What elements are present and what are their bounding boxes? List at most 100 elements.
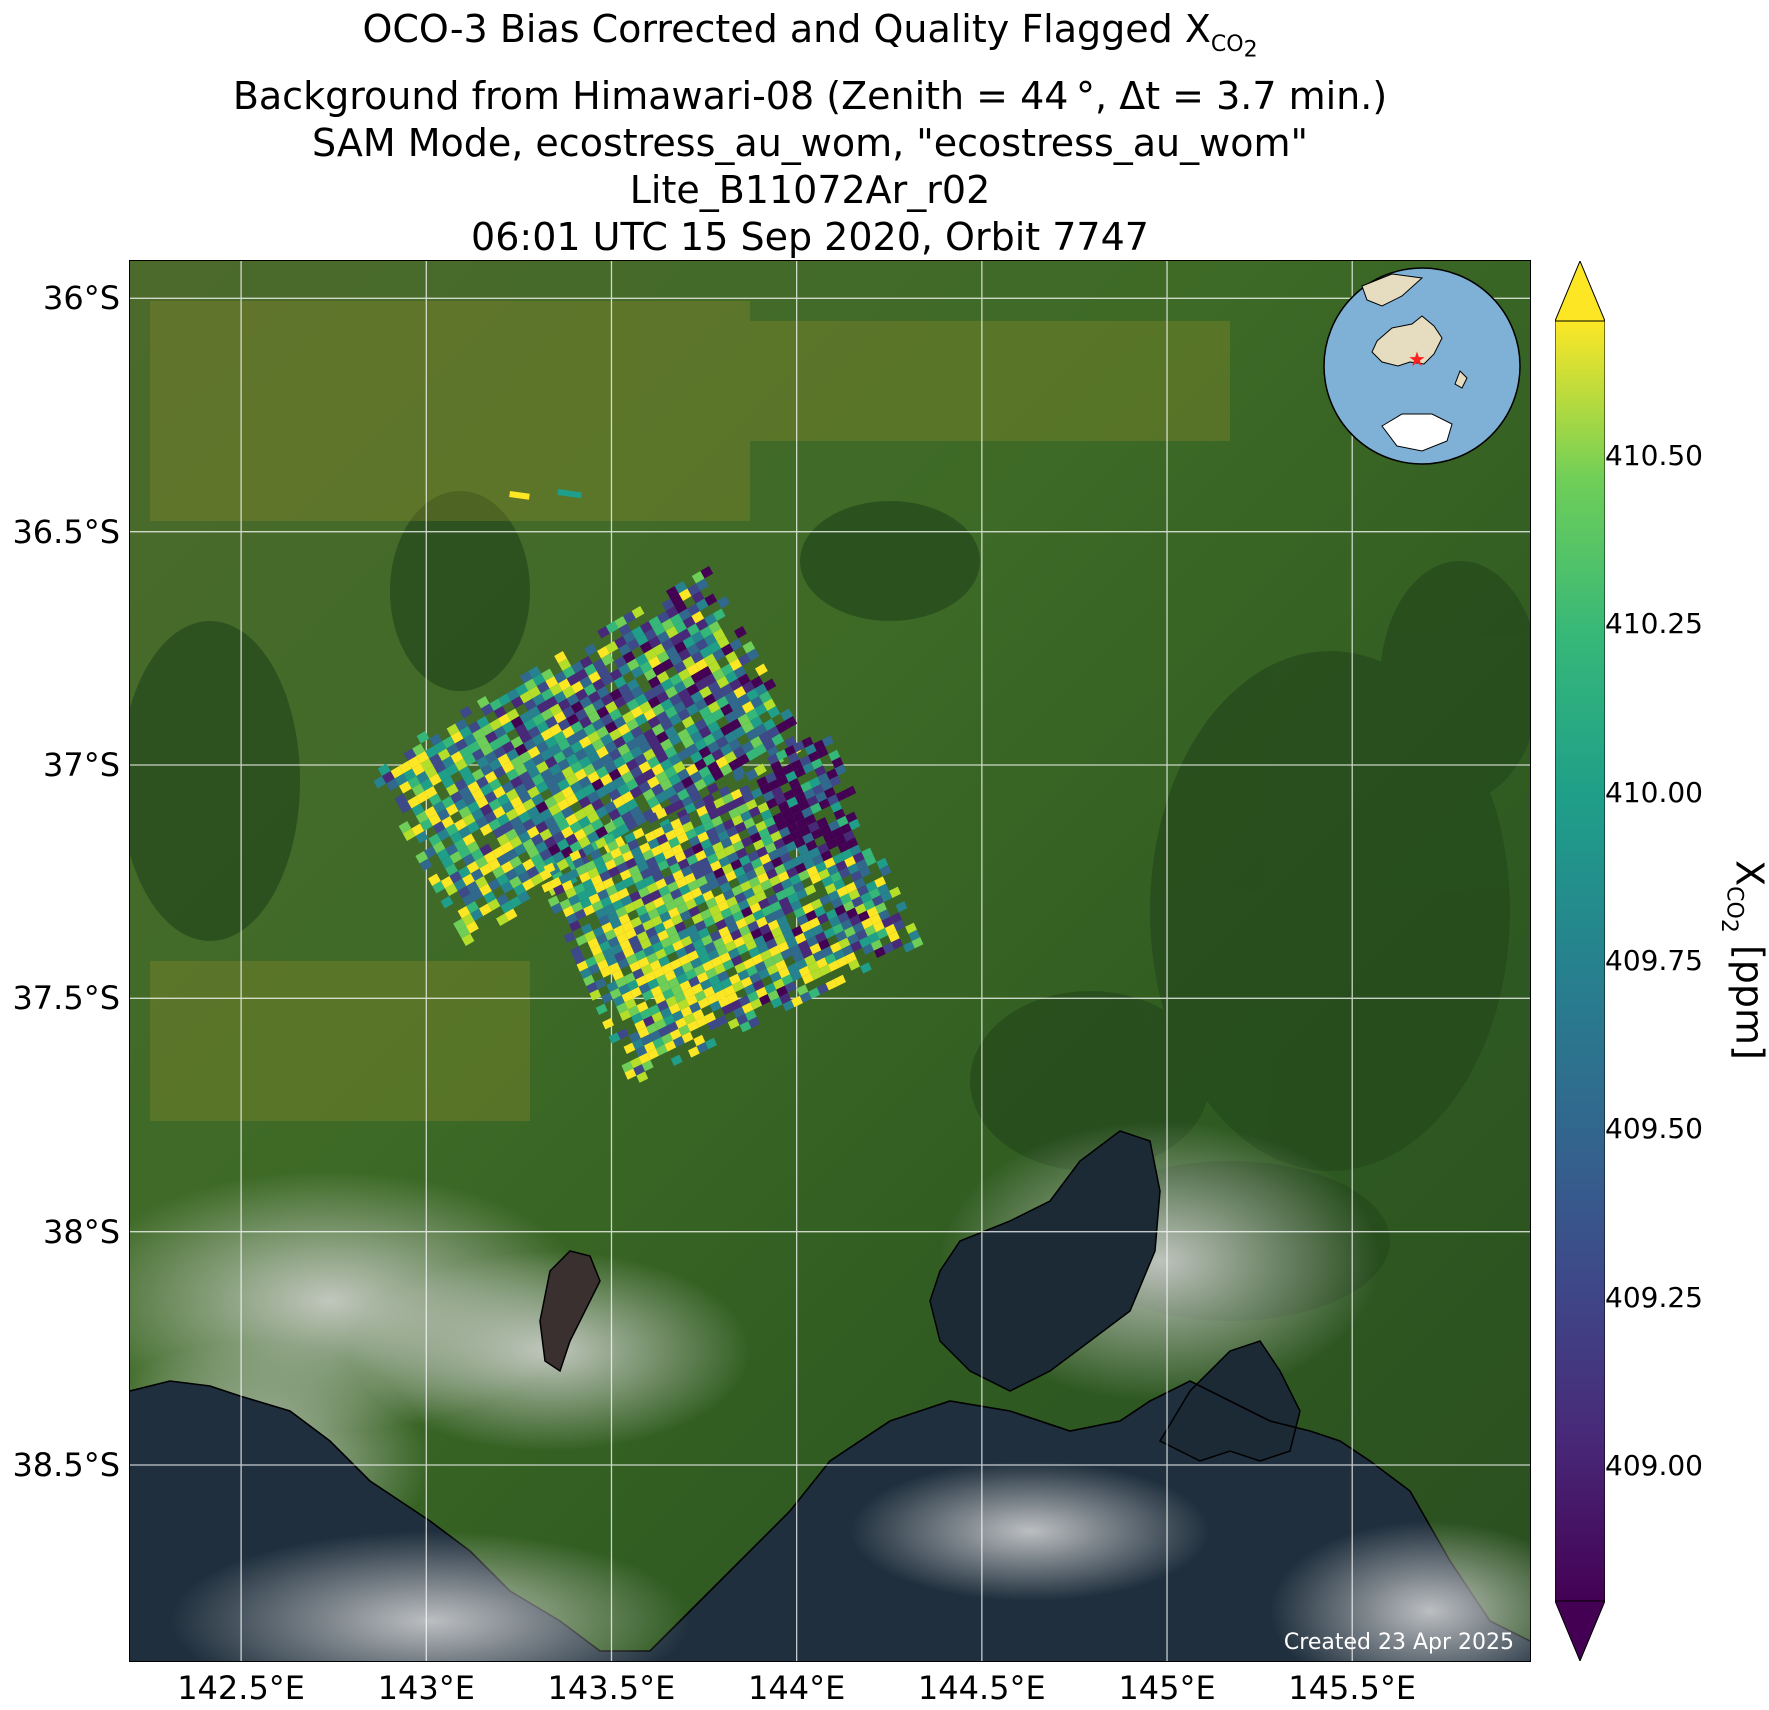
sounding — [737, 803, 749, 815]
sounding — [655, 771, 669, 784]
sounding — [562, 666, 576, 679]
sounding — [911, 937, 924, 949]
sounding — [480, 803, 493, 816]
sounding — [614, 636, 627, 649]
sounding — [673, 1036, 685, 1048]
sounding — [467, 821, 480, 834]
sounding — [493, 766, 506, 779]
sounding — [618, 843, 631, 855]
sounding — [591, 778, 605, 791]
colorbar-tick-label: 409.50 — [1605, 1112, 1703, 1146]
sounding — [678, 1024, 691, 1036]
sounding — [458, 826, 472, 839]
sounding — [726, 896, 738, 908]
sounding — [609, 708, 622, 721]
sounding — [668, 1003, 681, 1015]
sounding — [592, 718, 605, 731]
sounding — [790, 970, 802, 982]
sounding — [650, 985, 663, 997]
sounding — [835, 860, 848, 872]
sounding — [750, 696, 764, 709]
sounding — [476, 716, 490, 729]
sounding — [695, 598, 709, 611]
sounding — [581, 923, 593, 935]
sounding — [584, 860, 597, 872]
sounding — [755, 663, 768, 676]
sounding — [441, 816, 455, 829]
sounding — [802, 762, 815, 774]
sounding — [526, 846, 540, 859]
sounding — [843, 830, 855, 842]
sounding — [549, 703, 563, 716]
sounding — [716, 1015, 728, 1027]
sounding — [681, 776, 694, 789]
sounding — [644, 830, 657, 843]
sounding — [718, 785, 731, 798]
sounding — [592, 698, 605, 711]
sounding — [646, 952, 659, 964]
sounding — [608, 866, 620, 878]
sounding — [725, 671, 738, 684]
sounding — [870, 939, 883, 951]
sounding — [874, 946, 886, 958]
sounding — [583, 683, 597, 696]
sounding — [595, 786, 609, 799]
sounding — [573, 953, 586, 965]
sounding — [708, 661, 721, 674]
sounding — [641, 964, 653, 976]
sounding — [602, 877, 615, 889]
sounding — [570, 721, 584, 734]
sounding — [553, 691, 567, 704]
sounding — [519, 751, 532, 764]
sounding — [816, 817, 829, 829]
sounding — [535, 861, 548, 874]
sounding — [545, 676, 559, 689]
sounding — [595, 806, 609, 819]
sounding — [522, 878, 535, 891]
sounding — [609, 688, 623, 701]
sounding — [509, 856, 523, 869]
sounding — [754, 703, 768, 716]
sounding — [789, 803, 802, 816]
sounding — [777, 941, 790, 953]
sounding — [667, 977, 680, 989]
sounding — [630, 766, 643, 779]
sounding — [816, 746, 829, 759]
sounding — [751, 787, 763, 799]
sounding — [432, 841, 446, 854]
sounding — [729, 833, 742, 845]
sounding — [450, 751, 464, 764]
sounding — [831, 757, 844, 769]
sounding — [763, 698, 776, 711]
sounding — [778, 826, 791, 838]
sounding — [623, 876, 635, 888]
sounding — [692, 1009, 705, 1021]
sounding — [799, 755, 812, 767]
sounding — [535, 821, 549, 834]
sounding — [707, 741, 720, 754]
sounding — [642, 808, 656, 821]
sounding — [519, 671, 533, 684]
sounding — [562, 905, 575, 918]
sounding — [798, 965, 811, 978]
sounding — [446, 723, 460, 736]
sounding — [608, 808, 621, 821]
sounding — [412, 763, 425, 776]
sounding — [718, 856, 731, 868]
sounding — [623, 972, 636, 984]
sounding — [678, 588, 692, 601]
sounding — [732, 746, 746, 759]
sounding — [721, 933, 734, 945]
sounding — [583, 763, 596, 776]
sounding — [836, 886, 849, 898]
sounding — [497, 753, 511, 766]
sounding — [791, 785, 804, 797]
sounding — [698, 927, 710, 939]
sounding — [762, 738, 776, 751]
sounding — [741, 701, 755, 714]
sounding — [664, 766, 677, 779]
sounding — [603, 833, 616, 845]
sounding — [729, 658, 743, 671]
sounding — [796, 914, 809, 926]
sounding — [633, 813, 647, 826]
